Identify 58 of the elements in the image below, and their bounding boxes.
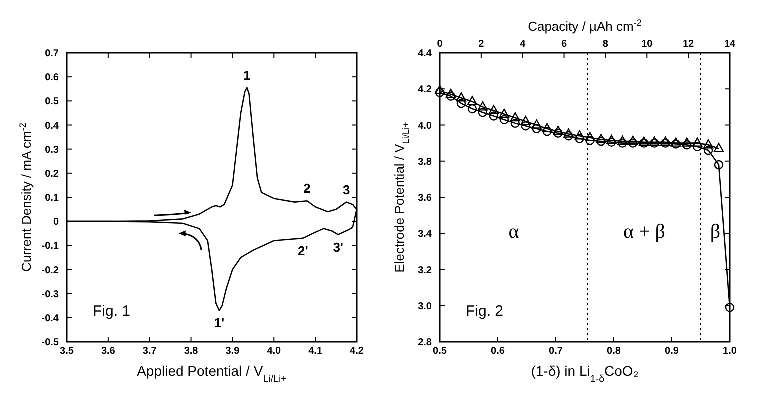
x-tick-label: 0.7 (549, 346, 564, 357)
x-tick-label: 0.8 (607, 346, 622, 357)
annotation: α + β (623, 220, 666, 243)
x-tick-label: 3.8 (184, 346, 199, 357)
x-tick-label: 3.9 (226, 346, 240, 357)
y-tick-label: 0.4 (45, 120, 60, 132)
y-tick-label: -0.2 (42, 265, 60, 276)
x-tick-label: 4.2 (350, 346, 364, 357)
x-axis-title: Applied Potential / V$_{Li/Li+}$ (137, 363, 288, 384)
x-tick-label: 3.5 (60, 346, 74, 357)
y-tick-label: 0 (53, 217, 60, 228)
x-tick-label: 0.9 (665, 346, 680, 357)
y-tick-label: 3.8 (418, 156, 432, 168)
y-tick-label: 3.0 (418, 301, 432, 312)
y-tick-label: -0.3 (42, 289, 60, 300)
y-tick-label: 0.5 (45, 96, 60, 108)
annotation: 2' (298, 243, 308, 258)
x2-tick-label: 14 (724, 39, 736, 50)
x2-tick-label: 8 (602, 39, 609, 50)
y-tick-label: 3.6 (418, 193, 432, 204)
y-tick-label: 4.2 (418, 84, 432, 96)
annotation: 3 (343, 182, 350, 198)
y-tick-label: -0.5 (42, 338, 60, 348)
annotation: α (508, 220, 520, 243)
x-tick-label: 0.6 (491, 346, 506, 357)
y-tick-label: -0.4 (42, 313, 60, 324)
annotation: 1' (214, 316, 225, 331)
x-tick-label: 3.6 (101, 346, 116, 357)
y-tick-label: 3.4 (418, 229, 432, 240)
y-tick-label: 3.2 (418, 265, 432, 276)
x-tick-label: 1.0 (723, 346, 738, 357)
y-tick-label: 4.0 (418, 120, 432, 132)
x-tick-label: 4.1 (308, 346, 323, 357)
x-tick-label: 0.5 (433, 346, 448, 357)
x2-axis-title: Capacity / µAh cm$^{-2}$ (528, 18, 642, 34)
y-tick-label: -0.1 (42, 241, 60, 252)
y-tick-label: 2.8 (418, 338, 432, 348)
y-tick-label: 0.2 (45, 168, 60, 180)
x-tick-label: 3.7 (142, 346, 158, 357)
annotation: β (710, 220, 721, 243)
x2-tick-label: 12 (683, 39, 695, 50)
y-tick-label: 0.7 (45, 48, 60, 60)
x2-tick-label: 10 (642, 39, 654, 50)
annotation: Fig. 1 (93, 303, 131, 320)
annotation: Fig. 2 (466, 303, 504, 320)
x2-tick-label: 0 (437, 39, 444, 50)
y-tick-label: 0.6 (45, 72, 60, 84)
annotation: 1 (244, 68, 251, 83)
x-axis-title: (1-δ) in Li$_{1-δ}$CoO₂ (531, 363, 639, 384)
x2-tick-label: 2 (478, 39, 485, 50)
x2-tick-label: 6 (562, 39, 568, 50)
y-tick-label: 4.4 (418, 48, 432, 60)
y-tick-label: 0.3 (45, 144, 60, 156)
x-tick-label: 4.0 (267, 346, 282, 357)
y-tick-label: 0.1 (45, 193, 60, 204)
annotation: 3' (333, 240, 344, 255)
annotation: 2 (304, 181, 311, 196)
x2-tick-label: 4 (520, 39, 526, 50)
